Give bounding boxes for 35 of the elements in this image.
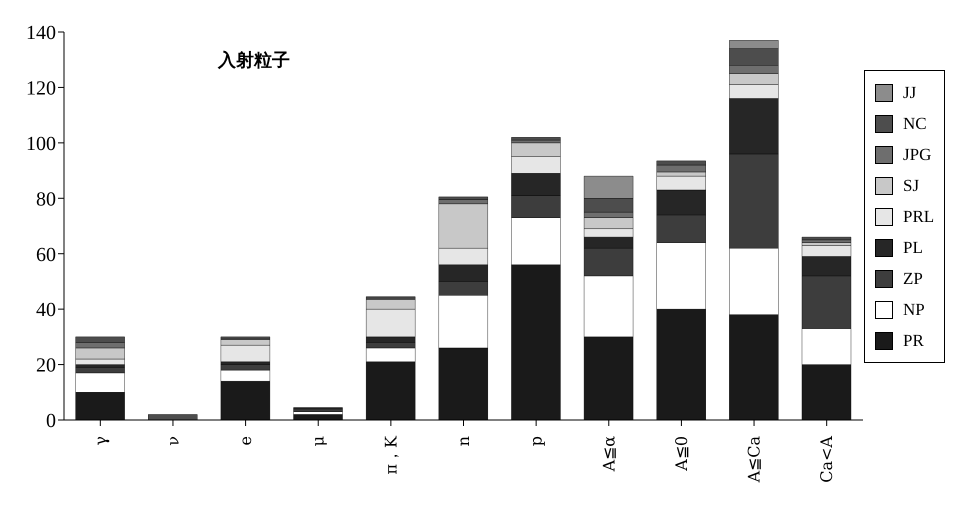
legend-label: SJ xyxy=(903,176,920,196)
x-tick-label: π，K xyxy=(381,434,400,474)
y-tick-label: 80 xyxy=(36,188,56,210)
y-tick-label: 100 xyxy=(26,132,56,155)
bar xyxy=(438,196,488,200)
x-tick-label: n xyxy=(454,436,473,446)
x-tick-label: A≦α xyxy=(599,436,618,472)
legend-label: PL xyxy=(903,238,923,258)
legend-label: PR xyxy=(903,330,924,350)
x-tick-label: A≦Ca xyxy=(744,436,764,484)
x-tick-label: γ xyxy=(90,436,110,446)
legend-label: JJ xyxy=(903,82,916,102)
legend-label: ZP xyxy=(903,268,923,288)
x-tick-label: e xyxy=(236,436,256,446)
y-tick-label: 120 xyxy=(26,78,56,100)
bar xyxy=(656,164,706,172)
y-tick-label: 60 xyxy=(36,244,56,266)
y-tick-label: 20 xyxy=(36,354,56,377)
x-tick-label: p xyxy=(526,436,546,446)
legend-label: NP xyxy=(903,300,925,320)
y-tick-label: 140 xyxy=(26,22,56,44)
bar xyxy=(511,137,561,140)
x-tick-label: Ca<A xyxy=(817,436,836,483)
legend-label: NC xyxy=(903,114,927,134)
y-tick-label: 0 xyxy=(46,410,56,432)
bar xyxy=(293,408,343,412)
text: 入射粒子 xyxy=(218,49,290,72)
x-tick-label: A≦0 xyxy=(672,436,691,472)
legend-label: PRL xyxy=(903,206,934,226)
legend-label: JPG xyxy=(903,144,932,164)
bar xyxy=(802,236,852,240)
bar xyxy=(802,240,852,243)
x-tick-label: μ xyxy=(308,436,328,446)
y-tick-label: 40 xyxy=(36,299,56,322)
x-tick-label: ν xyxy=(163,436,182,446)
